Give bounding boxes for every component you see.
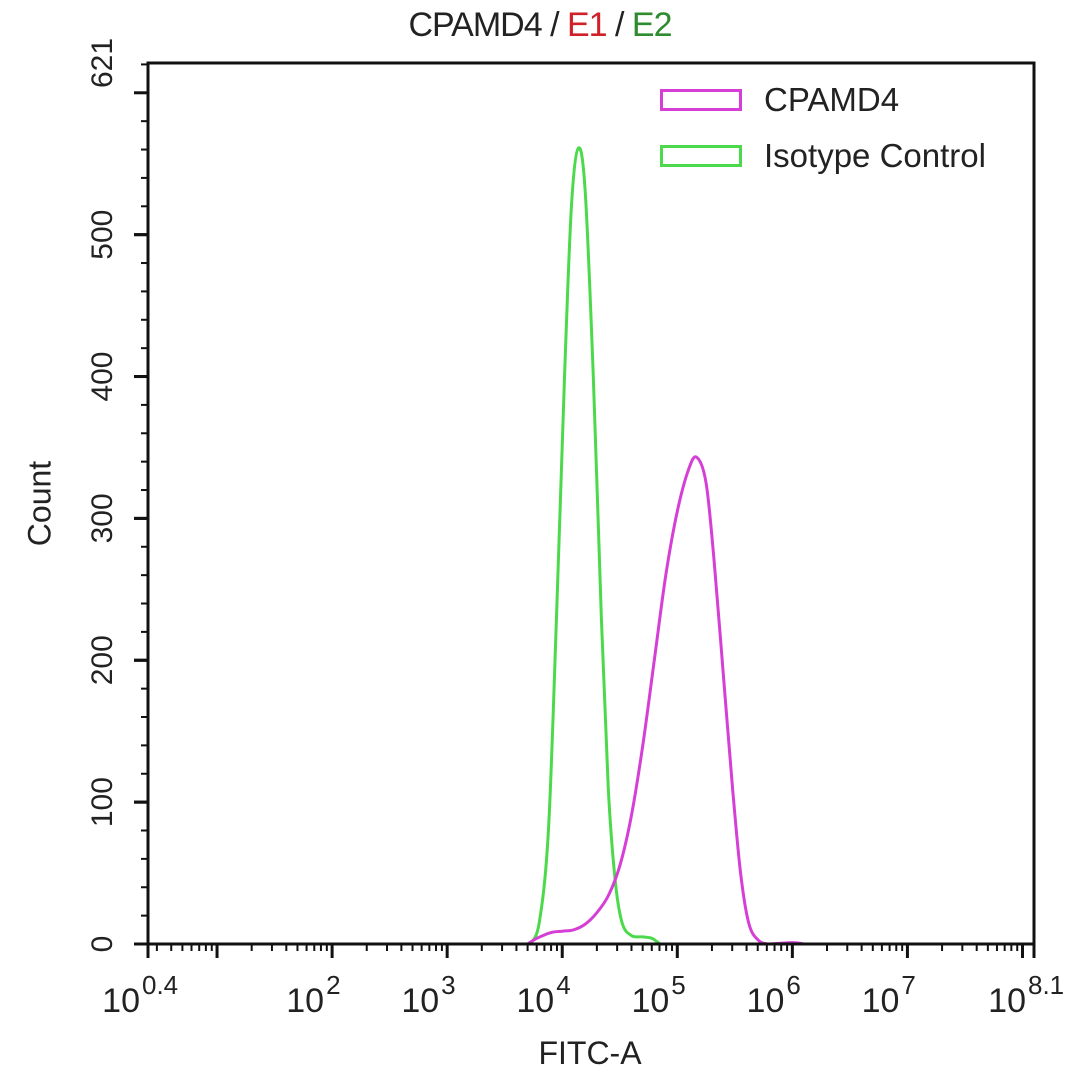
y-tick-label: 0 (86, 936, 119, 953)
y-tick-label: 621 (86, 38, 119, 88)
x-tick-label: 10 6 (747, 970, 801, 1020)
legend-item-cpamd4: CPAMD4 (660, 72, 986, 128)
curves-layer (526, 146, 805, 946)
y-tick-label: 300 (86, 493, 119, 543)
x-tick-label: 10 4 (516, 970, 570, 1020)
y-tick-label: 100 (86, 777, 119, 827)
svg-text:4: 4 (556, 970, 570, 1000)
title-part-e1: E1 (566, 6, 608, 44)
svg-text:10: 10 (862, 982, 900, 1020)
y-axis-label: Count (21, 460, 58, 547)
legend-item-isotype: Isotype Control (660, 128, 986, 184)
svg-text:10: 10 (401, 982, 439, 1020)
title-part-antibody: CPAMD4 / (408, 6, 567, 44)
svg-text:10: 10 (988, 982, 1026, 1020)
svg-text:10: 10 (516, 982, 554, 1020)
x-axis-ticks: 10 0.4 10 2 10 3 10 4 10 5 10 6 10 7 10 8.1 (102, 944, 1064, 1020)
svg-text:3: 3 (441, 970, 455, 1000)
plot-frame (146, 61, 1036, 946)
legend-swatch-cpamd4 (660, 89, 742, 111)
curve-isotype-control (528, 146, 661, 946)
svg-text:6: 6 (786, 970, 800, 1000)
svg-text:10: 10 (631, 982, 669, 1020)
svg-text:8.1: 8.1 (1028, 970, 1064, 1000)
title-part-sep: / (606, 6, 632, 44)
y-tick-label: 400 (86, 351, 119, 401)
legend-label-cpamd4: CPAMD4 (764, 81, 900, 118)
x-tick-label: 10 7 (862, 970, 916, 1020)
svg-text:0.4: 0.4 (142, 970, 178, 1000)
svg-text:10: 10 (286, 982, 324, 1020)
x-tick-label: 10 5 (631, 970, 685, 1020)
legend-swatch-isotype (660, 145, 742, 167)
x-axis-label: FITC-A (538, 1035, 642, 1071)
curve-cpamd4 (526, 455, 805, 946)
svg-text:7: 7 (901, 970, 915, 1000)
y-axis-ticks: 0 100 200 300 400 500 621 (86, 38, 148, 952)
x-tick-label: 10 0.4 (102, 970, 178, 1020)
title-part-e2: E2 (631, 6, 673, 44)
svg-text:5: 5 (671, 970, 685, 1000)
x-tick-label: 10 2 (286, 970, 340, 1020)
y-tick-label: 500 (86, 210, 119, 260)
x-tick-label: 10 3 (401, 970, 455, 1020)
y-tick-label: 200 (86, 635, 119, 685)
svg-text:10: 10 (747, 982, 785, 1020)
legend: CPAMD4 Isotype Control (660, 72, 986, 184)
chart-title: CPAMD4 / E1 / E2 (0, 6, 1080, 45)
legend-label-isotype: Isotype Control (764, 137, 986, 174)
x-tick-label: 10 8.1 (988, 970, 1064, 1020)
svg-text:2: 2 (326, 970, 340, 1000)
svg-text:10: 10 (102, 982, 140, 1020)
